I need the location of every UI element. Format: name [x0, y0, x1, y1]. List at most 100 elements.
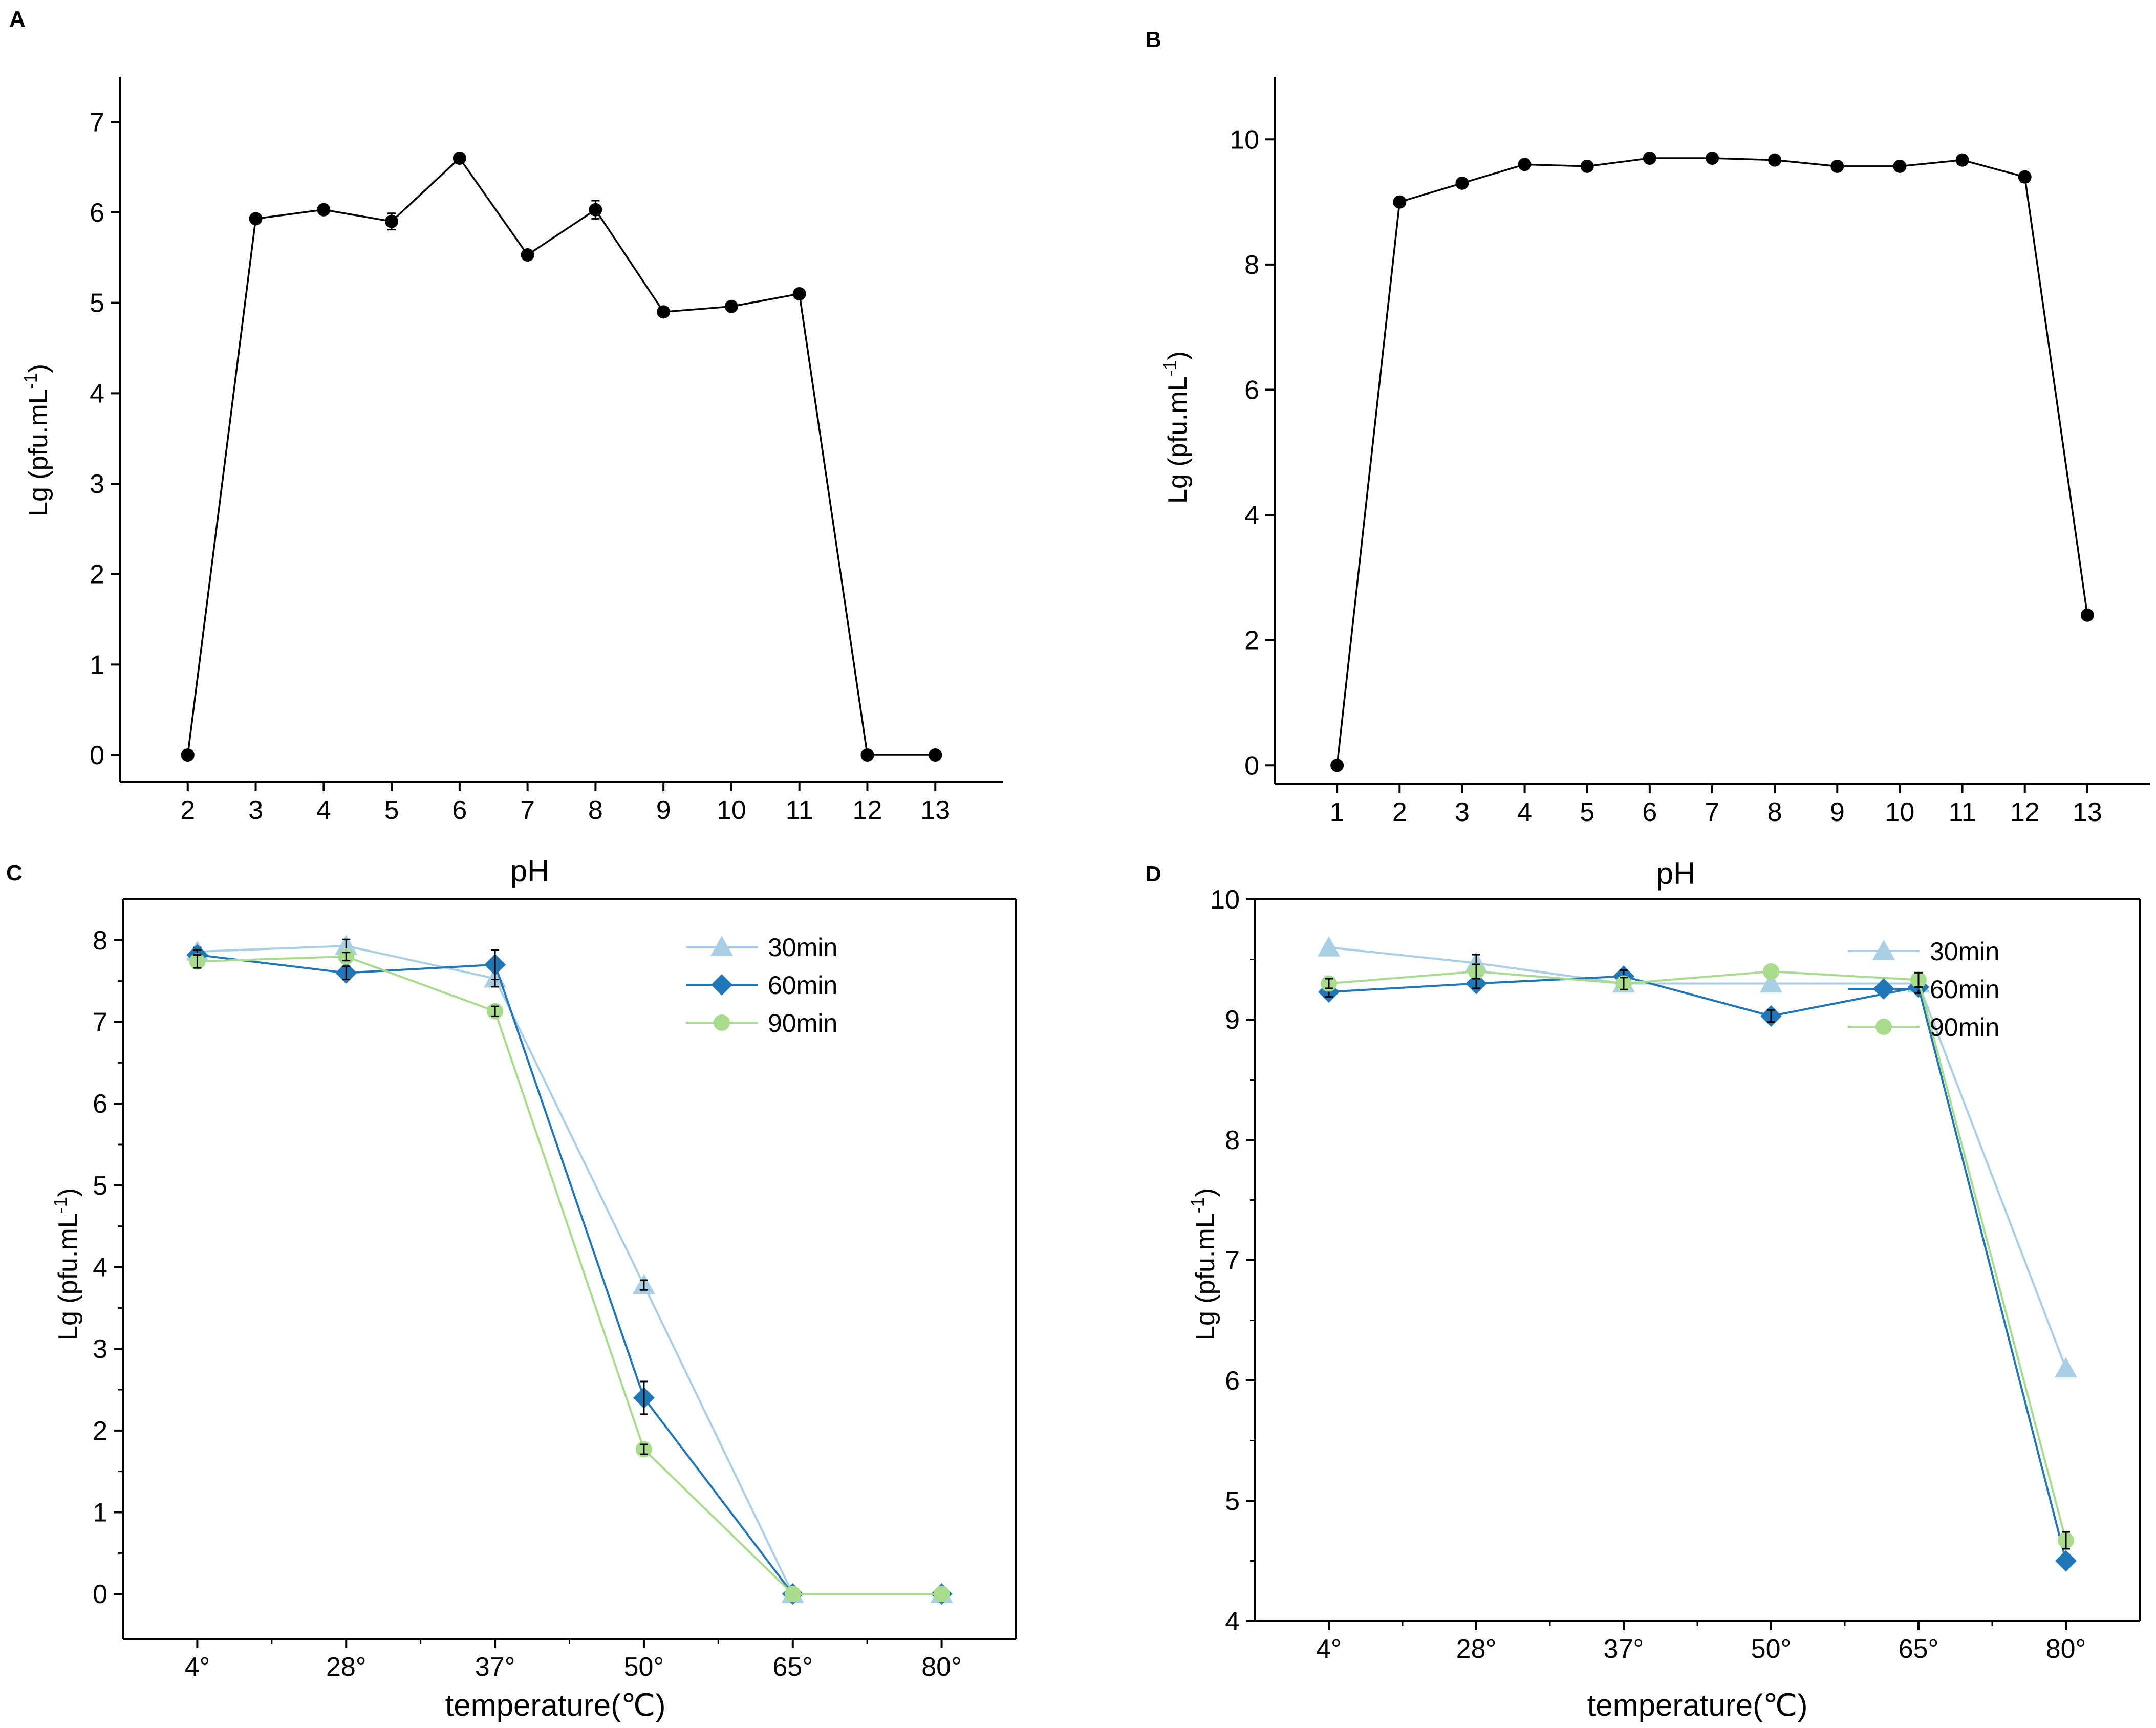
panel-a-x-tick-label: 3 — [248, 795, 263, 825]
panel-d-series-90min-point — [1763, 963, 1779, 980]
panel-c-series-90min-point — [784, 1586, 801, 1603]
panel-a-y-tick-label: 7 — [90, 107, 104, 137]
panel-b-y-tick-label: 4 — [1244, 501, 1259, 530]
panel-c-x-tick-label: 65° — [772, 1652, 813, 1682]
panel-c-series-90min-line — [197, 955, 942, 1595]
panel-a-x-tick-label: 4 — [316, 795, 331, 825]
panel-a-x-tick-label: 6 — [452, 795, 467, 825]
panel-d-x-tick-label: 28° — [1456, 1634, 1497, 1664]
panel-c-y-tick-label: 1 — [93, 1498, 107, 1528]
panel-c-y-tick-label: 3 — [93, 1334, 107, 1364]
panel-d-y-tick-label: 10 — [1210, 885, 1240, 915]
panel-a-series-A-point — [452, 152, 466, 165]
panel-a-y-tick-label: 1 — [90, 650, 104, 680]
panel-d-y-tick-label: 4 — [1225, 1607, 1240, 1636]
panel-d-x-tick-label: 65° — [1899, 1634, 1939, 1664]
panel-a-series-A-point — [181, 748, 195, 762]
panel-label-d: D — [1145, 861, 1161, 887]
panel-c-series-60min — [186, 944, 953, 1605]
panel-b-series-B-point — [1893, 159, 1907, 173]
panel-d-x-tick-label: 37° — [1604, 1634, 1644, 1664]
panel-c: C 0 1 2 3 4 5 6 7 8 4° 28° 37° 50° 65° 80° Lg (pfu.mL-… — [6, 860, 1017, 1722]
panel-b-y-tick-label: 0 — [1244, 751, 1259, 781]
panel-b-series-B-point — [2080, 608, 2094, 622]
panel-a-y-tick-label: 2 — [90, 560, 104, 590]
panel-b-series-B-point — [1455, 176, 1469, 190]
panel-d-y-tick-label: 8 — [1225, 1126, 1240, 1155]
panel-c-x-tick-label: 4° — [185, 1652, 210, 1682]
panel-a-x-tick-label: 13 — [920, 795, 950, 825]
panel-c-series-30min-line — [197, 945, 942, 1595]
panel-a-y-tick-label: 0 — [90, 741, 104, 770]
panel-d-legend-marker — [1872, 940, 1895, 960]
panel-a-y-tick-label: 5 — [90, 289, 104, 318]
panel-c-legend-marker — [711, 974, 732, 996]
panel-b-x-tick-label: 4 — [1517, 797, 1532, 827]
panel-b-x-tick-label: 8 — [1767, 797, 1782, 827]
panel-c-legend-label: 30min — [768, 933, 837, 962]
panel-b-x-tick-label: 6 — [1642, 797, 1657, 827]
panel-b-series-B-point — [1830, 159, 1844, 173]
panel-d-series-90min-line — [1328, 970, 2067, 1541]
panel-a-x-tick-label: 10 — [717, 795, 746, 825]
panel-d-marks — [1318, 936, 2077, 1572]
panel-d-y-tick-label: 6 — [1225, 1366, 1240, 1396]
panel-a-series-A-line — [187, 157, 936, 756]
panel-d-legend: 30min 60min 90min — [1848, 937, 1999, 1042]
panel-b-series-B-point — [1518, 158, 1532, 171]
panel-a-series-A-point — [860, 748, 874, 762]
panel-c-y-tick-label: 7 — [93, 1008, 107, 1038]
panel-a-series-A-point — [792, 287, 806, 300]
panel-label-c: C — [6, 860, 23, 885]
panel-a-y-tick-label: 4 — [90, 379, 104, 408]
panel-a-y-tick-label: 3 — [90, 469, 104, 499]
panel-c-marks — [186, 935, 953, 1605]
panel-c-legend-marker — [710, 936, 733, 956]
panel-d-series-60min — [1318, 965, 2077, 1572]
panel-d-series-60min-point — [2055, 1550, 2077, 1572]
panel-d-y-tick-label: 5 — [1225, 1486, 1240, 1516]
panel-c-x-tick-label: 37° — [475, 1652, 515, 1682]
panel-c-legend-label: 90min — [768, 1009, 837, 1038]
panel-c-series-90min-point — [933, 1586, 950, 1603]
panel-c-x-tick-label: 28° — [326, 1652, 366, 1682]
panel-a-series-A-point — [249, 212, 263, 226]
panel-c-legend-marker — [714, 1014, 730, 1031]
panel-a-x-tick-label: 8 — [588, 795, 603, 825]
panel-d-y-tick-label: 7 — [1225, 1246, 1240, 1276]
panel-d-series-30min-point — [2055, 1357, 2077, 1378]
panel-b-marks — [1330, 151, 2094, 772]
panel-a-y-tick-label: 6 — [90, 198, 104, 228]
panel-c-legend-label: 60min — [768, 971, 837, 1000]
panel-b-x-tick-label: 1 — [1330, 797, 1345, 827]
panel-d-legend-marker — [1875, 1019, 1892, 1035]
panel-label-b: B — [1145, 27, 1161, 52]
panel-c-y-tick-label: 6 — [93, 1089, 107, 1119]
panel-b-x-tick-label: 2 — [1392, 797, 1407, 827]
panel-b-x-tick-label: 5 — [1580, 797, 1594, 827]
panel-b-x-tick-label: 13 — [2073, 797, 2102, 827]
panel-a-x-tick-label: 11 — [786, 795, 813, 825]
panel-c-y-tick-label: 4 — [93, 1253, 107, 1283]
panel-b-series-B-point — [1955, 153, 1969, 167]
panel-c-y-tick-label: 8 — [93, 926, 107, 956]
panel-d-legend-label: 90min — [1930, 1013, 1999, 1042]
panel-c-y-tick-label: 5 — [93, 1171, 107, 1201]
panel-b-x-tick-label: 9 — [1830, 797, 1845, 827]
panel-b-x-tick-label: 3 — [1455, 797, 1470, 827]
panel-b-series-B-point — [1580, 159, 1594, 173]
panel-c-series-90min — [189, 948, 950, 1603]
panel-b-x-tick-label: 7 — [1705, 797, 1720, 827]
panel-d-x-axis-title: temperature(℃) — [1587, 1688, 1808, 1722]
panel-a-series-A-point — [929, 748, 942, 762]
panel-b-x-tick-label: 11 — [1949, 797, 1976, 827]
panel-a-series-A-point — [521, 248, 534, 262]
panel-d-series-30min-point — [1318, 936, 1340, 957]
panel-b-series-B-point — [1768, 153, 1782, 167]
panel-d-series-30min-point — [1760, 972, 1782, 993]
panel-d-x-tick-label: 4° — [1316, 1634, 1342, 1664]
panel-c-y-axis-title: Lg (pfu.mL-1) — [50, 1188, 83, 1341]
